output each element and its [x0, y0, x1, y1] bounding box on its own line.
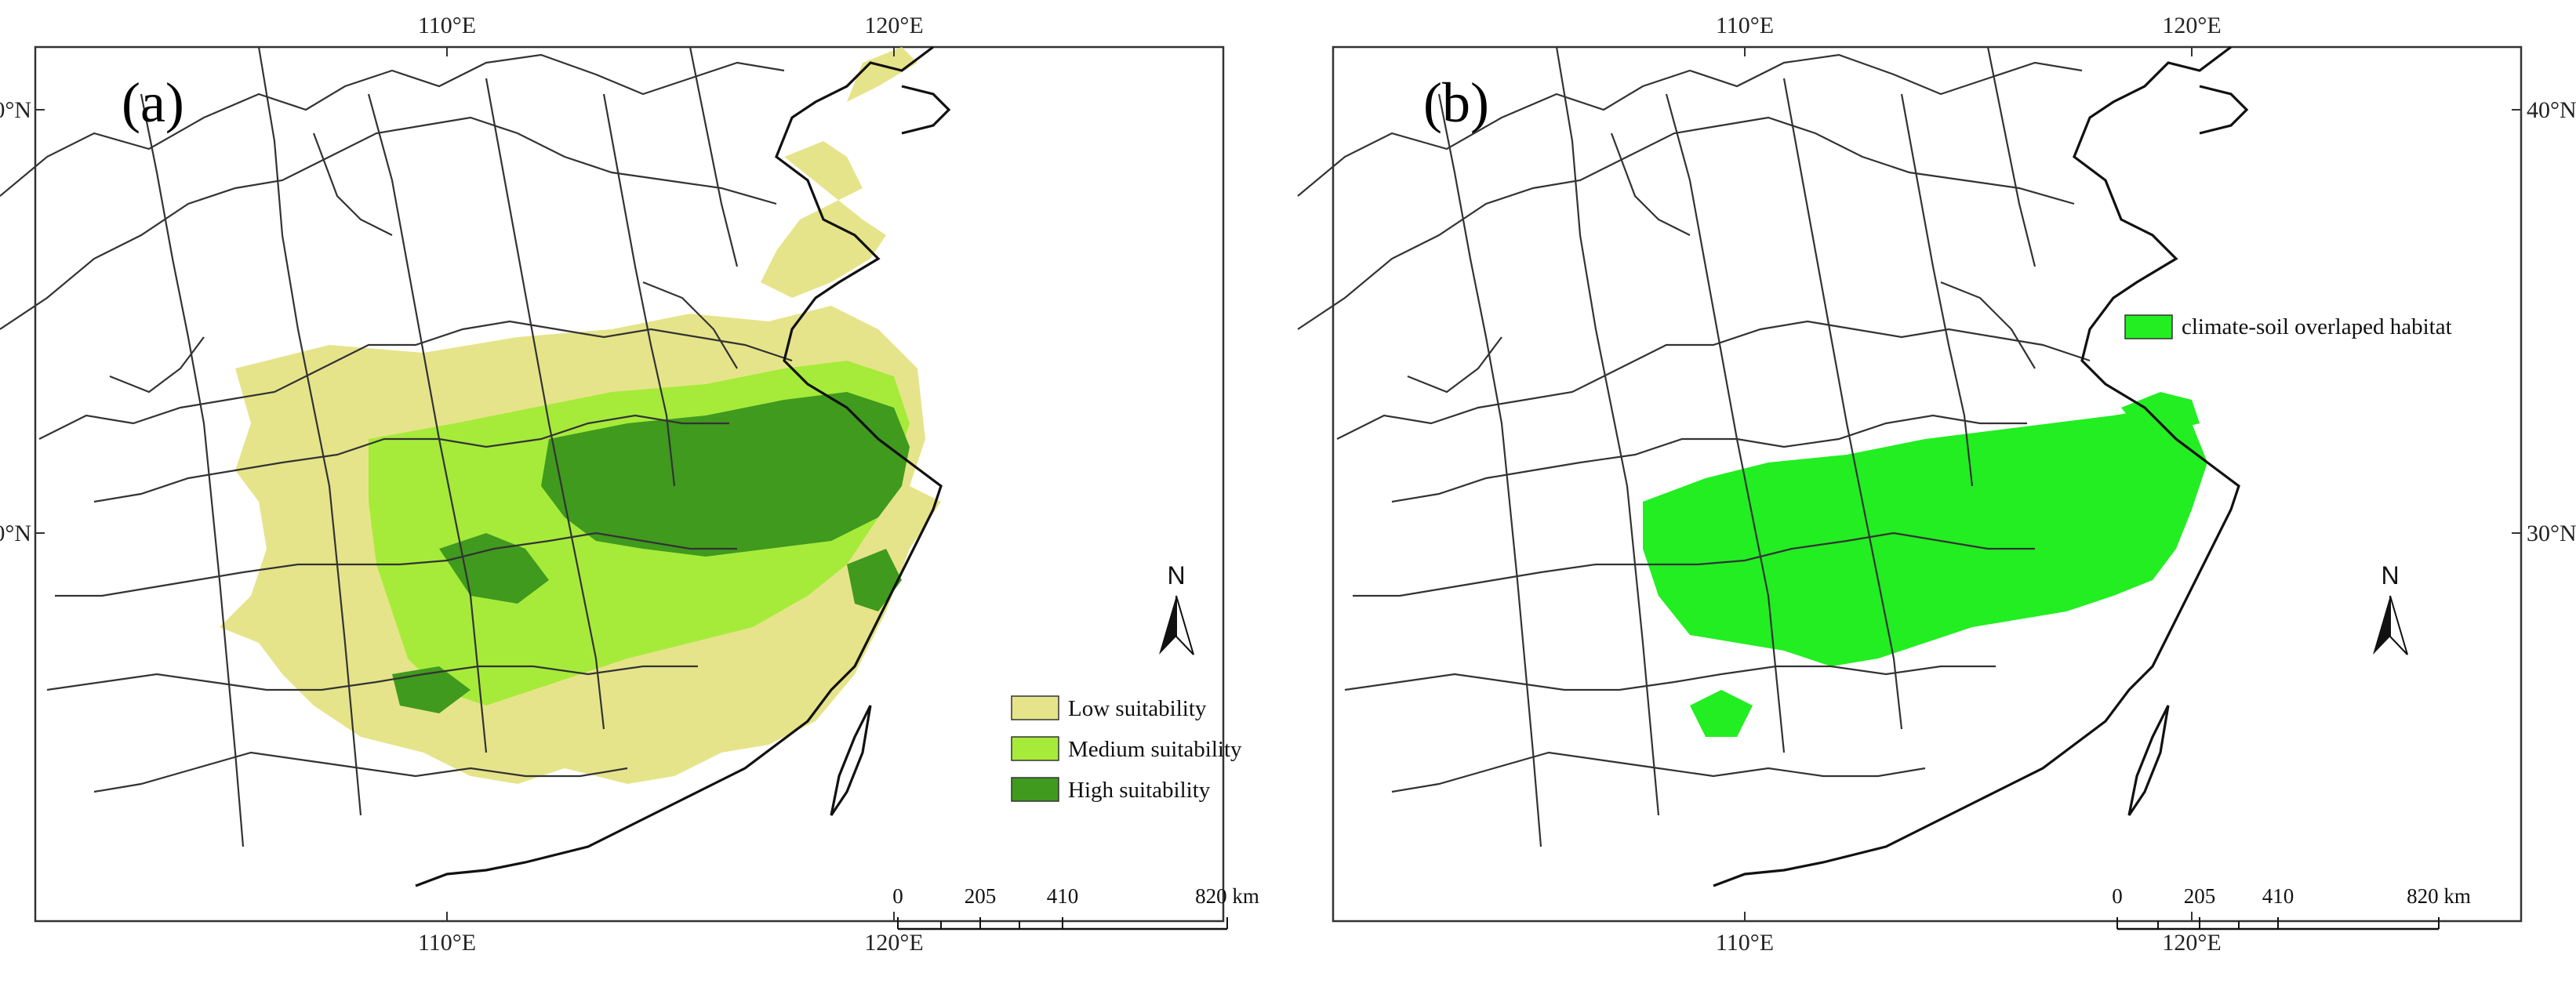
legend-b: climate-soil overlaped habitat	[2124, 314, 2452, 339]
lon-label-110-bottom-b: 110°E	[1716, 930, 1774, 956]
north-label: N	[1167, 561, 1185, 590]
scale-bar-b: 0 205 410 820 km	[2112, 884, 2471, 931]
panel-label-a: (a)	[122, 71, 184, 134]
map-frame-a	[34, 45, 1225, 923]
lat-label-40-b: 40°N	[2527, 97, 2576, 123]
scale-label-0-b: 0	[2112, 884, 2123, 908]
lon-label-120-top: 120°E	[864, 13, 923, 38]
legend: Low suitability Medium suitability High …	[1011, 695, 1242, 803]
lon-label-110-bottom: 110°E	[418, 930, 476, 956]
lon-label-110-top-b: 110°E	[1716, 13, 1774, 38]
lat-label-30: 30°N	[0, 521, 31, 546]
north-label-b: N	[2381, 561, 2399, 590]
legend-label-overlap: climate-soil overlaped habitat	[2182, 314, 2452, 339]
legend-swatch-medium	[1011, 736, 1059, 761]
legend-label-medium: Medium suitability	[1068, 737, 1242, 762]
scale-label-205-b: 205	[2184, 884, 2216, 908]
scale-label-410: 410	[1047, 884, 1079, 908]
lon-label-110-top: 110°E	[418, 13, 476, 38]
map-panel-a: 110°E 120°E 110°E 120°E 40°N 30°N (a) N …	[0, 13, 1259, 956]
legend-swatch-low	[1011, 695, 1059, 720]
scale-label-205: 205	[965, 884, 997, 908]
lat-label-30-b: 30°N	[2527, 521, 2576, 546]
scale-bar: 0 205 410 820 km	[892, 884, 1259, 931]
lon-label-120-top-b: 120°E	[2162, 13, 2221, 38]
suitability-layer	[220, 47, 941, 784]
lon-label-120-bottom: 120°E	[864, 930, 923, 956]
scale-label-410-b: 410	[2262, 884, 2294, 908]
north-arrow: N	[1159, 561, 1194, 655]
lon-label-120-bottom-b: 120°E	[2162, 930, 2221, 956]
map-panel-b: 110°E 120°E 110°E 120°E 40°N 30°N (b) cl…	[1296, 13, 2576, 956]
map-b-content	[1296, 45, 2248, 887]
legend-label-low: Low suitability	[1068, 696, 1207, 721]
panel-label-b: (b)	[1423, 71, 1489, 134]
lat-label-40: 40°N	[0, 97, 31, 123]
legend-label-high: High suitability	[1068, 778, 1211, 803]
north-arrow-b: N	[2373, 561, 2408, 655]
legend-swatch-overlap	[2124, 314, 2173, 339]
scale-label-820-b: 820 km	[2407, 884, 2471, 908]
scale-label-820: 820 km	[1195, 884, 1259, 908]
overlap-habitat-layer	[1643, 392, 2207, 737]
map-frame-b	[1332, 45, 2523, 923]
scale-label-0: 0	[892, 884, 903, 908]
legend-swatch-high	[1011, 777, 1059, 802]
